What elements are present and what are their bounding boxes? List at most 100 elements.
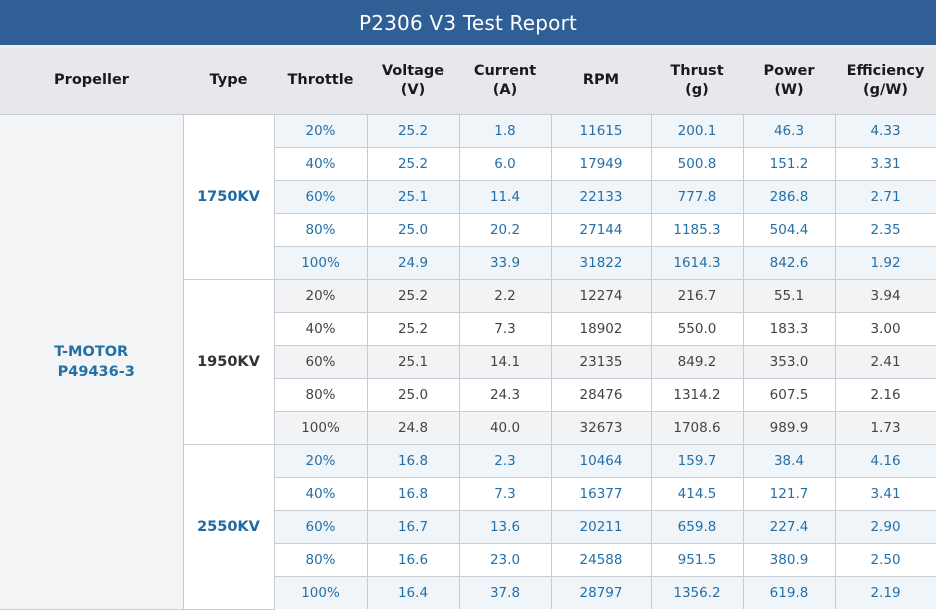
thrust-cell: 500.8	[651, 147, 744, 181]
throttle-cell: 20%	[274, 279, 368, 313]
rpm-cell: 28476	[551, 378, 652, 412]
propeller-cell: T-MOTOR P49436-3	[0, 114, 184, 610]
throttle-cell: 80%	[274, 378, 368, 412]
thrust-cell: 216.7	[651, 279, 744, 313]
throttle-cell: 100%	[274, 246, 368, 280]
header-row: Propeller Type Throttle Voltage (V) Curre…	[0, 48, 936, 115]
rpm-cell: 31822	[551, 246, 652, 280]
power-cell: 151.2	[743, 147, 836, 181]
rpm-cell: 22133	[551, 180, 652, 214]
test-report-table: Propeller Type Throttle Voltage (V) Curre…	[0, 48, 936, 610]
rpm-cell: 20211	[551, 510, 652, 544]
throttle-cell: 80%	[274, 213, 368, 247]
thrust-cell: 849.2	[651, 345, 744, 379]
header-propeller: Propeller	[0, 48, 183, 115]
voltage-cell: 16.8	[367, 444, 460, 478]
current-cell: 23.0	[459, 543, 552, 577]
thrust-cell: 659.8	[651, 510, 744, 544]
power-cell: 55.1	[743, 279, 836, 313]
efficiency-cell: 4.16	[835, 444, 936, 478]
table-row: 80% 16.6 23.0 24588 951.5 380.9 2.50	[0, 543, 936, 577]
rpm-cell: 27144	[551, 213, 652, 247]
voltage-cell: 16.7	[367, 510, 460, 544]
header-rpm: RPM	[551, 48, 651, 115]
thrust-cell: 200.1	[651, 114, 744, 148]
efficiency-cell: 3.94	[835, 279, 936, 313]
propeller-brand: T-MOTOR	[54, 343, 129, 360]
table-row: 40% 16.8 7.3 16377 414.5 121.7 3.41	[0, 477, 936, 511]
power-cell: 619.8	[743, 576, 836, 609]
efficiency-cell: 2.41	[835, 345, 936, 379]
thrust-cell: 1708.6	[651, 411, 744, 445]
current-cell: 24.3	[459, 378, 552, 412]
power-cell: 380.9	[743, 543, 836, 577]
motor-kv-type: 1950KV	[183, 279, 275, 445]
power-cell: 504.4	[743, 213, 836, 247]
efficiency-cell: 1.73	[835, 411, 936, 445]
report-title: P2306 V3 Test Report	[358, 10, 578, 35]
throttle-cell: 40%	[274, 147, 368, 181]
header-throttle: Throttle	[274, 48, 367, 115]
table-row: 40% 25.2 7.3 18902 550.0 183.3 3.00	[0, 312, 936, 346]
efficiency-cell: 2.50	[835, 543, 936, 577]
voltage-cell: 25.2	[367, 114, 460, 148]
power-cell: 989.9	[743, 411, 836, 445]
current-cell: 1.8	[459, 114, 552, 148]
efficiency-cell: 4.33	[835, 114, 936, 148]
table-row: 60% 25.1 14.1 23135 849.2 353.0 2.41	[0, 345, 936, 379]
voltage-cell: 16.8	[367, 477, 460, 511]
header-power: Power (W)	[743, 48, 835, 115]
throttle-cell: 100%	[274, 411, 368, 445]
rpm-cell: 12274	[551, 279, 652, 313]
propeller-model: P49436-3	[57, 363, 135, 380]
current-cell: 14.1	[459, 345, 552, 379]
rpm-cell: 18902	[551, 312, 652, 346]
current-cell: 11.4	[459, 180, 552, 214]
power-cell: 353.0	[743, 345, 836, 379]
throttle-cell: 60%	[274, 180, 368, 214]
motor-kv-type: 1750KV	[183, 114, 275, 280]
rpm-cell: 32673	[551, 411, 652, 445]
header-current: Current (A)	[459, 48, 551, 115]
voltage-cell: 25.2	[367, 279, 460, 313]
table-row: 100% 16.4 37.8 28797 1356.2 619.8 2.19	[0, 576, 936, 609]
throttle-cell: 20%	[274, 114, 368, 148]
power-cell: 38.4	[743, 444, 836, 478]
table-row: 80% 25.0 24.3 28476 1314.2 607.5 2.16	[0, 378, 936, 412]
throttle-cell: 20%	[274, 444, 368, 478]
table-row: 60% 16.7 13.6 20211 659.8 227.4 2.90	[0, 510, 936, 544]
current-cell: 33.9	[459, 246, 552, 280]
rpm-cell: 10464	[551, 444, 652, 478]
voltage-cell: 25.1	[367, 345, 460, 379]
throttle-cell: 80%	[274, 543, 368, 577]
power-cell: 842.6	[743, 246, 836, 280]
efficiency-cell: 2.16	[835, 378, 936, 412]
throttle-cell: 60%	[274, 510, 368, 544]
voltage-cell: 24.9	[367, 246, 460, 280]
power-cell: 46.3	[743, 114, 836, 148]
current-cell: 7.3	[459, 477, 552, 511]
table-row: 40% 25.2 6.0 17949 500.8 151.2 3.31	[0, 147, 936, 181]
rpm-cell: 16377	[551, 477, 652, 511]
table-header: Propeller Type Throttle Voltage (V) Curre…	[0, 48, 936, 115]
efficiency-cell: 3.00	[835, 312, 936, 346]
throttle-cell: 100%	[274, 576, 368, 609]
throttle-cell: 60%	[274, 345, 368, 379]
table-row: 100% 24.8 40.0 32673 1708.6 989.9 1.73	[0, 411, 936, 445]
thrust-cell: 1185.3	[651, 213, 744, 247]
power-cell: 183.3	[743, 312, 836, 346]
voltage-cell: 16.6	[367, 543, 460, 577]
efficiency-cell: 1.92	[835, 246, 936, 280]
header-voltage: Voltage (V)	[367, 48, 459, 115]
voltage-cell: 16.4	[367, 576, 460, 609]
efficiency-cell: 2.90	[835, 510, 936, 544]
current-cell: 2.3	[459, 444, 552, 478]
voltage-cell: 25.2	[367, 312, 460, 346]
efficiency-cell: 3.41	[835, 477, 936, 511]
efficiency-cell: 2.19	[835, 576, 936, 609]
efficiency-cell: 2.71	[835, 180, 936, 214]
power-cell: 286.8	[743, 180, 836, 214]
rpm-cell: 24588	[551, 543, 652, 577]
rpm-cell: 23135	[551, 345, 652, 379]
motor-kv-type: 2550KV	[183, 444, 275, 610]
